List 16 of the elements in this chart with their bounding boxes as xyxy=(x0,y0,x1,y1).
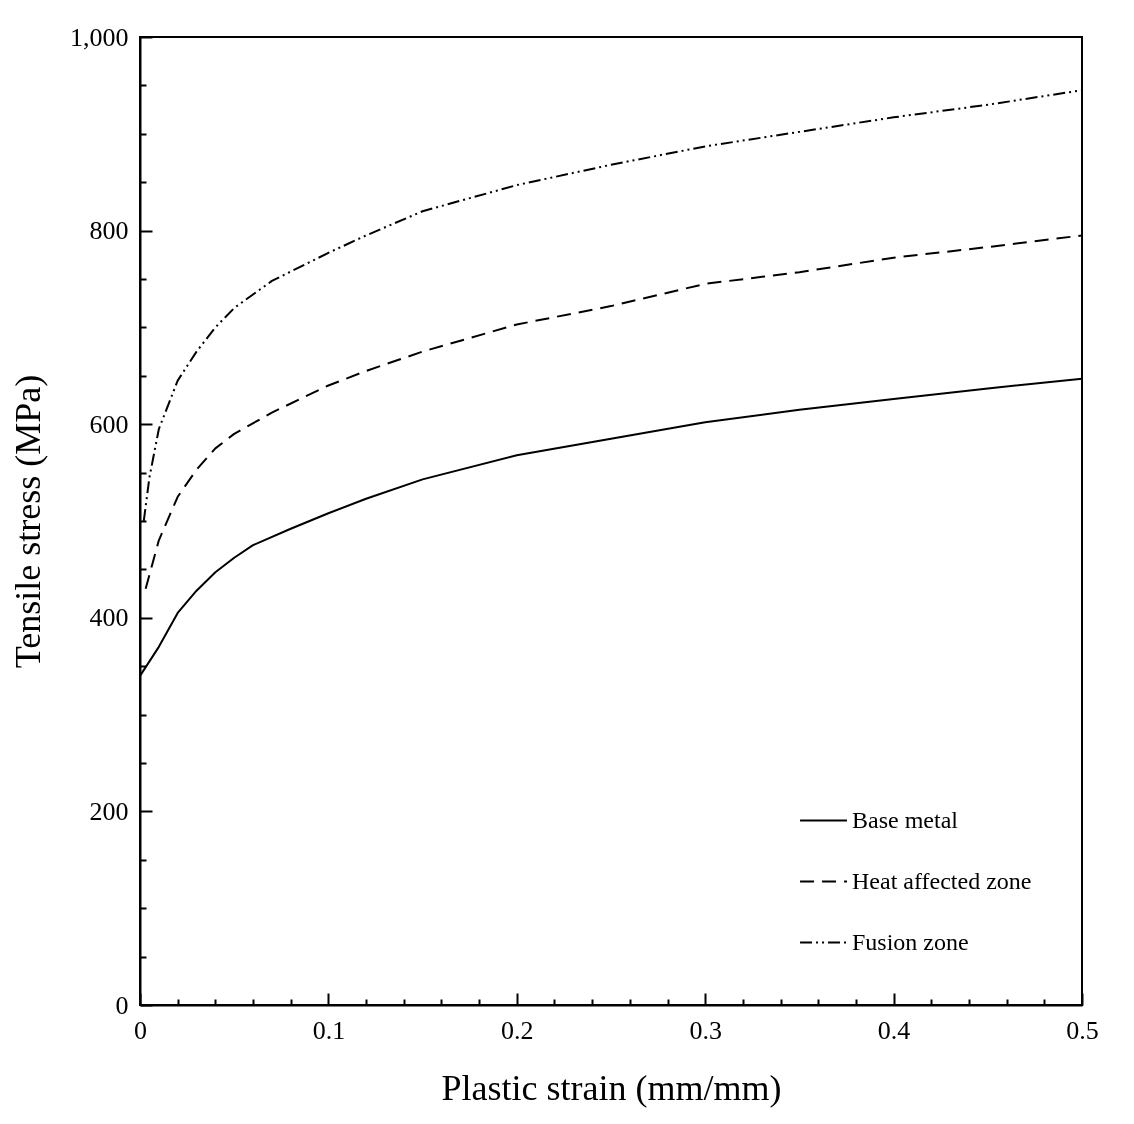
y-tick-label: 0 xyxy=(115,990,129,1020)
legend-label: Base metal xyxy=(852,806,959,833)
y-tick-label: 600 xyxy=(89,409,129,439)
y-axis-title: Tensile stress (MPa) xyxy=(8,374,48,669)
y-tick-label: 400 xyxy=(89,603,129,633)
y-tick-label: 200 xyxy=(89,796,129,826)
legend-label: Heat affected zone xyxy=(852,867,1032,894)
legend-label: Fusion zone xyxy=(852,928,969,955)
x-tick-label: 0.4 xyxy=(877,1015,911,1045)
y-tick-label: 1,000 xyxy=(70,22,129,52)
x-tick-label: 0.3 xyxy=(689,1015,722,1045)
x-tick-label: 0.2 xyxy=(501,1015,534,1045)
x-tick-label: 0.1 xyxy=(312,1015,346,1045)
y-tick-label: 800 xyxy=(89,216,129,246)
x-tick-label: 0.5 xyxy=(1066,1015,1099,1045)
x-axis-title: Plastic strain (mm/mm) xyxy=(441,1067,782,1108)
